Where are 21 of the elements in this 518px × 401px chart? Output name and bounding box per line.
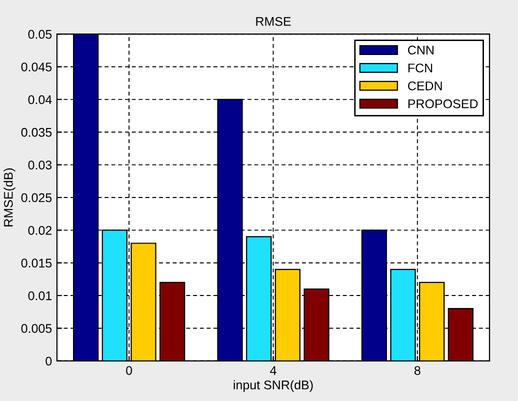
y-tick-label: 0.04 xyxy=(28,95,52,104)
y-tick-label: 0.045 xyxy=(21,62,52,72)
x-axis-title: input SNR(dB) xyxy=(234,380,313,392)
y-axis-title: RMSE(dB) xyxy=(4,168,16,226)
legend-label: PROPOSED xyxy=(408,99,478,108)
x-tick-label: 8 xyxy=(414,366,420,375)
y-tick-label: 0.035 xyxy=(21,128,52,137)
y-tick-label: 0.02 xyxy=(28,226,52,235)
chart-title: RMSE xyxy=(256,17,291,26)
legend-label: CNN xyxy=(408,46,434,55)
y-tick-label: 0.015 xyxy=(21,258,52,268)
y-tick-label: 0.01 xyxy=(28,291,52,300)
y-tick-label: 0 xyxy=(46,356,52,366)
y-tick-label: 0.005 xyxy=(21,324,52,333)
y-tick-label: 0.05 xyxy=(28,30,52,39)
y-tick-label: 0.03 xyxy=(28,160,52,170)
legend-label: FCN xyxy=(408,64,432,72)
legend-label: CEDN xyxy=(408,81,442,90)
x-tick-label: 4 xyxy=(270,366,276,375)
y-tick-label: 0.025 xyxy=(21,193,52,202)
x-tick-label: 0 xyxy=(126,366,132,375)
